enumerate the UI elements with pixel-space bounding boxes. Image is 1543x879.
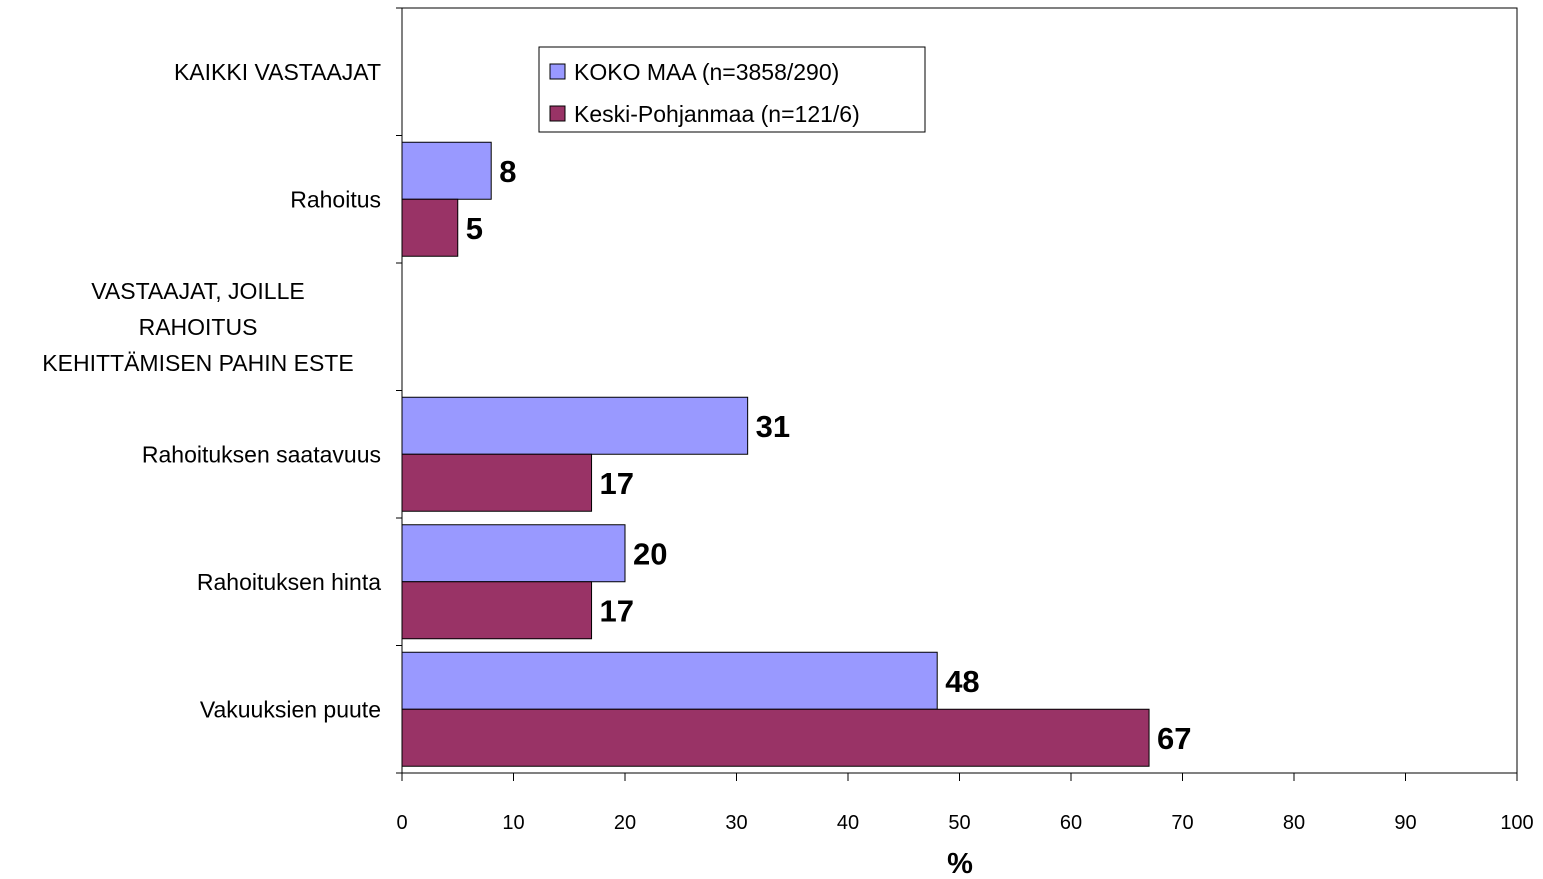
data-label-rahoituksen-hinta-series-1: 20 <box>633 536 667 571</box>
legend-swatch-koko-maa <box>549 63 566 80</box>
bar-rahoituksen-saatavuus-series-2 <box>401 453 593 512</box>
category-label-vakuuksien-puute: Vakuuksien puute <box>200 696 381 722</box>
data-label-rahoituksen-saatavuus-series-1: 31 <box>756 409 790 444</box>
x-tick-label: 80 <box>1283 812 1305 834</box>
x-tick-label: 70 <box>1171 812 1193 834</box>
data-labels: 8 31 20 48 5 17 17 67 <box>466 154 1192 756</box>
x-tick-label: 100 <box>1500 812 1533 834</box>
bar-rahoitus-series-1 <box>401 141 492 200</box>
x-tick-label: 10 <box>502 812 524 834</box>
legend-label-keski-pohjanmaa: Keski-Pohjanmaa (n=121/6) <box>574 101 860 127</box>
x-tick-label: 90 <box>1394 812 1416 834</box>
x-tick-label: 20 <box>614 812 636 834</box>
legend: KOKO MAA (n=3858/290) Keski-Pohjanmaa (n… <box>538 46 926 133</box>
bar-vakuuksien-puute-series-2 <box>401 708 1150 767</box>
data-label-rahoituksen-hinta-series-2: 17 <box>600 593 634 628</box>
x-tick-label: 30 <box>725 812 747 834</box>
plot-area <box>401 7 1518 774</box>
bar-rahoituksen-hinta-series-1 <box>401 524 626 583</box>
x-tick-label: 0 <box>396 812 407 834</box>
data-label-rahoituksen-saatavuus-series-2: 17 <box>600 466 634 501</box>
x-axis: 0 10 20 30 40 50 60 70 80 90 100 <box>396 7 1534 834</box>
x-tick-label: 60 <box>1060 812 1082 834</box>
bars-layer <box>401 141 1150 767</box>
category-label-kaikki-vastaajat: KAIKKI VASTAAJAT <box>174 59 381 85</box>
category-label-rahoitus: Rahoitus <box>290 186 381 212</box>
data-label-vakuuksien-puute-series-1: 48 <box>945 664 979 699</box>
data-label-vakuuksien-puute-series-2: 67 <box>1157 721 1191 756</box>
category-label-rahoituksen-saatavuus: Rahoituksen saatavuus <box>142 441 381 467</box>
bar-rahoitus-series-2 <box>401 198 459 257</box>
category-label-vastaajat-joille-rahoitus-kehitt-misen-pahin-este: VASTAAJAT, JOILLE RAHOITUS KEHITTÄMISEN PA… <box>42 278 353 376</box>
bar-rahoituksen-saatavuus-series-1 <box>401 396 749 455</box>
bar-rahoituksen-hinta-series-2 <box>401 581 593 640</box>
legend-swatch-keski-pohjanmaa <box>549 105 566 122</box>
category-labels: KAIKKI VASTAAJAT Rahoitus VASTAAJAT, JOILL… <box>42 59 381 723</box>
x-axis-title: % <box>947 848 973 879</box>
legend-label-koko-maa: KOKO MAA (n=3858/290) <box>574 59 839 85</box>
bar-vakuuksien-puute-series-1 <box>401 651 938 710</box>
data-label-rahoitus-series-2: 5 <box>466 211 483 246</box>
x-tick-label: 50 <box>948 812 970 834</box>
category-label-rahoituksen-hinta: Rahoituksen hinta <box>197 569 381 595</box>
data-label-rahoitus-series-1: 8 <box>499 154 516 189</box>
legend-box <box>538 46 926 133</box>
x-tick-label: 40 <box>837 812 859 834</box>
